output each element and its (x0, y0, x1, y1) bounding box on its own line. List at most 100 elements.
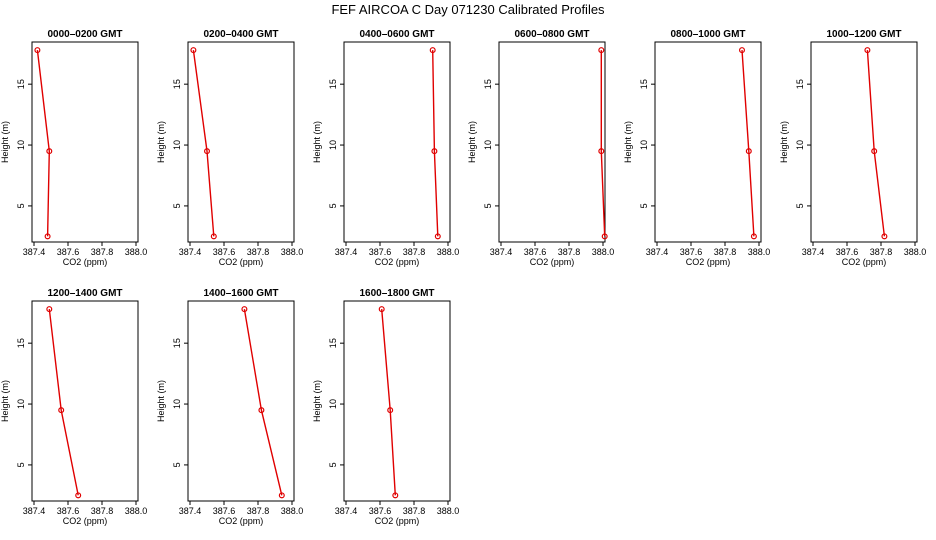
data-point (46, 148, 53, 155)
x-tick-label: 387.4 (802, 247, 825, 257)
data-point (601, 233, 608, 240)
panel-title: 0800–1000 GMT (670, 29, 745, 40)
x-tick-label: 387.6 (836, 247, 859, 257)
x-tick-label: 387.6 (369, 247, 392, 257)
x-tick-label: 387.8 (558, 247, 581, 257)
panel-title: 0200–0400 GMT (203, 29, 278, 40)
plot-frame (654, 41, 762, 243)
panel-9: 1600–1800 GMT 387.4 387.6 387.8 388.0 5 10 15 CO… (312, 288, 459, 526)
x-tick-label: 388.0 (125, 506, 148, 516)
y-tick-label: 5 (483, 203, 493, 208)
plot-frame (187, 300, 295, 502)
panel-title: 1600–1800 GMT (359, 288, 434, 299)
y-tick-label: 5 (328, 462, 338, 467)
y-axis-label: Height (m) (623, 121, 633, 163)
data-point (392, 492, 399, 499)
figure-title: FEF AIRCOA C Day 071230 Calibrated Profi… (331, 2, 605, 17)
panel-title: 0400–0600 GMT (359, 29, 434, 40)
data-point (75, 492, 82, 499)
y-tick-label: 10 (328, 399, 338, 409)
data-point (58, 407, 65, 414)
x-tick-label: 387.6 (57, 506, 80, 516)
data-point (864, 47, 871, 54)
x-axis-label: CO2 (ppm) (686, 257, 731, 267)
data-point (44, 233, 51, 240)
plot-frame (810, 41, 918, 243)
x-tick-label: 387.8 (247, 506, 270, 516)
x-tick-label: 387.4 (646, 247, 669, 257)
panel-3: 0400–0600 GMT 387.4 387.6 387.8 388.0 5 10 15 CO… (312, 29, 459, 267)
data-point (881, 233, 888, 240)
data-point (871, 148, 878, 155)
panel-5: 0800–1000 GMT 387.4 387.6 387.8 388.0 5 10 15 CO… (623, 29, 770, 267)
x-tick-label: 387.6 (57, 247, 80, 257)
x-tick-label: 387.4 (23, 506, 46, 516)
x-tick-label: 387.6 (680, 247, 703, 257)
y-axis-label: Height (m) (156, 380, 166, 422)
data-point (278, 492, 285, 499)
data-point (434, 233, 441, 240)
x-tick-label: 387.6 (213, 506, 236, 516)
data-point (750, 233, 757, 240)
x-tick-label: 388.0 (281, 247, 304, 257)
x-tick-label: 387.6 (524, 247, 547, 257)
profile-line (741, 50, 755, 237)
panel-title: 1400–1600 GMT (203, 288, 278, 299)
profile-line (36, 50, 51, 237)
x-tick-label: 387.4 (490, 247, 513, 257)
profile-line (381, 309, 396, 496)
data-point (598, 47, 605, 54)
y-axis-label: Height (m) (0, 121, 10, 163)
plot-frame (31, 41, 139, 243)
y-tick-label: 5 (172, 203, 182, 208)
profile-line (866, 50, 886, 237)
x-axis-label: CO2 (ppm) (842, 257, 887, 267)
y-tick-label: 10 (483, 140, 493, 150)
x-tick-label: 388.0 (437, 506, 460, 516)
y-tick-label: 15 (483, 79, 493, 89)
plot-frame (343, 41, 451, 243)
panel-title: 1200–1400 GMT (47, 288, 122, 299)
data-point (429, 47, 436, 54)
x-tick-label: 387.8 (714, 247, 737, 257)
data-point (241, 306, 248, 313)
x-tick-label: 387.8 (91, 247, 114, 257)
x-tick-label: 388.0 (904, 247, 927, 257)
y-tick-label: 15 (328, 79, 338, 89)
x-tick-label: 387.6 (213, 247, 236, 257)
panel-1: 0000–0200 GMT 387.4 387.6 387.8 388.0 5 10 15 CO… (0, 29, 147, 267)
y-tick-label: 15 (795, 79, 805, 89)
y-axis-label: Height (m) (156, 121, 166, 163)
x-tick-label: 387.8 (403, 247, 426, 257)
panel-7: 1200–1400 GMT 387.4 387.6 387.8 388.0 5 10 15 CO… (0, 288, 147, 526)
x-axis-label: CO2 (ppm) (219, 257, 264, 267)
x-tick-label: 387.4 (179, 506, 202, 516)
x-axis-label: CO2 (ppm) (375, 516, 420, 526)
panel-2: 0200–0400 GMT 387.4 387.6 387.8 388.0 5 10 15 CO… (156, 29, 303, 267)
data-point (738, 47, 745, 54)
x-tick-label: 387.4 (335, 247, 358, 257)
profile-line (600, 50, 606, 237)
data-point (378, 306, 385, 313)
x-axis-label: CO2 (ppm) (63, 516, 108, 526)
y-tick-label: 5 (639, 203, 649, 208)
profile-line (243, 308, 283, 496)
x-tick-label: 387.8 (870, 247, 893, 257)
x-tick-label: 387.6 (369, 506, 392, 516)
data-point (34, 47, 41, 54)
profile-line (192, 50, 215, 237)
y-axis-label: Height (m) (312, 380, 322, 422)
y-tick-label: 10 (639, 140, 649, 150)
profile-line (432, 50, 439, 237)
x-axis-label: CO2 (ppm) (530, 257, 575, 267)
y-tick-label: 5 (172, 462, 182, 467)
y-tick-label: 15 (172, 79, 182, 89)
y-tick-label: 10 (172, 399, 182, 409)
y-axis-label: Height (m) (312, 121, 322, 163)
data-point (190, 47, 197, 54)
x-tick-label: 388.0 (125, 247, 148, 257)
data-point (210, 233, 217, 240)
x-tick-label: 388.0 (592, 247, 615, 257)
y-tick-label: 15 (16, 338, 26, 348)
